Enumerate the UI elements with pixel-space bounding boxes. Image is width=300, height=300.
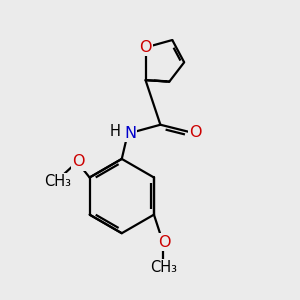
Text: O: O <box>189 125 202 140</box>
Text: O: O <box>72 154 85 169</box>
Text: H: H <box>110 124 121 139</box>
Text: O: O <box>139 40 152 55</box>
Text: CH₃: CH₃ <box>44 174 71 189</box>
Text: O: O <box>159 235 171 250</box>
Text: CH₃: CH₃ <box>151 260 178 275</box>
Text: N: N <box>124 126 136 141</box>
